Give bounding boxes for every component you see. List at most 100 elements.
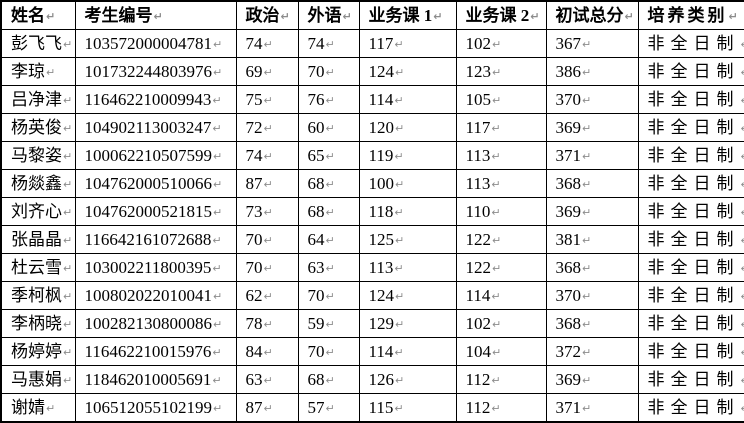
cell-text: 谢婧 (11, 398, 45, 417)
cell-text: 李柄晓 (11, 314, 62, 333)
cell-foreign: 64↵ (298, 226, 359, 254)
cell-text: 368 (556, 174, 582, 193)
cell-text: 118 (369, 202, 394, 221)
cell-name: 季柯枫↵ (1, 282, 75, 310)
cell-text: 110 (466, 202, 491, 221)
cell-id: 100282130800086↵ (75, 310, 236, 338)
cell-course2: 117↵ (456, 114, 546, 142)
cell-id: 106512055102199↵ (75, 394, 236, 423)
paragraph-mark-icon: ↵ (741, 39, 744, 50)
paragraph-mark-icon: ↵ (582, 263, 591, 274)
cell-text: 84 (246, 342, 263, 361)
cell-category: 非全日制↵ (638, 226, 744, 254)
paragraph-mark-icon: ↵ (582, 67, 591, 78)
paragraph-mark-icon: ↵ (582, 123, 591, 134)
paragraph-mark-icon: ↵ (326, 263, 335, 274)
paragraph-mark-icon: ↵ (530, 11, 539, 22)
paragraph-mark-icon: ↵ (264, 123, 273, 134)
cell-category: 非全日制↵ (638, 338, 744, 366)
cell-category: 非全日制↵ (638, 30, 744, 58)
paragraph-mark-icon: ↵ (326, 347, 335, 358)
paragraph-mark-icon: ↵ (264, 375, 273, 386)
cell-name: 马黎姿↵ (1, 142, 75, 170)
cell-text: 104762000521815 (85, 202, 213, 221)
paragraph-mark-icon: ↵ (264, 39, 273, 50)
paragraph-mark-icon: ↵ (213, 39, 222, 50)
paragraph-mark-icon: ↵ (326, 403, 335, 414)
paragraph-mark-icon: ↵ (63, 263, 72, 274)
cell-course1: 114↵ (359, 338, 456, 366)
cell-course1: 120↵ (359, 114, 456, 142)
cell-text: 87 (246, 398, 263, 417)
cell-text: 371 (556, 398, 582, 417)
cell-politics: 87↵ (236, 170, 298, 198)
table-row: 刘齐心↵104762000521815↵73↵68↵118↵110↵369↵非全… (1, 198, 744, 226)
paragraph-mark-icon: ↵ (264, 95, 273, 106)
cell-text: 74 (246, 34, 263, 53)
cell-text: 非全日制 (648, 314, 740, 333)
table-row: 彭飞飞↵103572000004781↵74↵74↵117↵102↵367↵非全… (1, 30, 744, 58)
paragraph-mark-icon: ↵ (326, 319, 335, 330)
cell-politics: 63↵ (236, 366, 298, 394)
paragraph-mark-icon: ↵ (492, 235, 501, 246)
paragraph-mark-icon: ↵ (741, 375, 744, 386)
cell-text: 113 (466, 174, 491, 193)
paragraph-mark-icon: ↵ (582, 39, 591, 50)
cell-id: 101732244803976↵ (75, 58, 236, 86)
cell-total: 371↵ (546, 142, 638, 170)
cell-text: 104762000510066 (85, 174, 213, 193)
paragraph-mark-icon: ↵ (491, 291, 500, 302)
cell-course1: 124↵ (359, 58, 456, 86)
cell-text: 76 (308, 90, 325, 109)
paragraph-mark-icon: ↵ (46, 403, 55, 414)
cell-text: 64 (308, 230, 325, 249)
cell-course2: 110↵ (456, 198, 546, 226)
paragraph-mark-icon: ↵ (212, 235, 221, 246)
table-row: 马惠娟↵118462010005691↵63↵68↵126↵112↵369↵非全… (1, 366, 744, 394)
paragraph-mark-icon: ↵ (492, 39, 501, 50)
paragraph-mark-icon: ↵ (741, 319, 744, 330)
cell-text: 彭飞飞 (11, 34, 62, 53)
cell-text: 114 (369, 342, 394, 361)
cell-text: 68 (308, 370, 325, 389)
cell-text: 119 (369, 146, 394, 165)
header-cell-name: 姓名↵ (1, 1, 75, 30)
cell-text: 367 (556, 34, 582, 53)
paragraph-mark-icon: ↵ (729, 11, 738, 22)
cell-total: 369↵ (546, 114, 638, 142)
cell-course1: 125↵ (359, 226, 456, 254)
cell-course2: 113↵ (456, 142, 546, 170)
cell-id: 103572000004781↵ (75, 30, 236, 58)
cell-text: 125 (369, 230, 395, 249)
cell-text: 74 (246, 146, 263, 165)
cell-text: 122 (466, 230, 492, 249)
cell-category: 非全日制↵ (638, 86, 744, 114)
cell-category: 非全日制↵ (638, 310, 744, 338)
paragraph-mark-icon: ↵ (264, 151, 273, 162)
cell-total: 368↵ (546, 310, 638, 338)
cell-text: 368 (556, 258, 582, 277)
cell-category: 非全日制↵ (638, 170, 744, 198)
paragraph-mark-icon: ↵ (582, 375, 591, 386)
paragraph-mark-icon: ↵ (326, 151, 335, 162)
cell-text: 113 (466, 146, 491, 165)
cell-course1: 129↵ (359, 310, 456, 338)
cell-text: 118462010005691 (85, 370, 212, 389)
paragraph-mark-icon: ↵ (326, 179, 335, 190)
paragraph-mark-icon: ↵ (63, 151, 72, 162)
cell-category: 非全日制↵ (638, 394, 744, 423)
cell-name: 彭飞飞↵ (1, 30, 75, 58)
cell-text: 70 (308, 286, 325, 305)
paragraph-mark-icon: ↵ (264, 319, 273, 330)
paragraph-mark-icon: ↵ (394, 347, 403, 358)
cell-total: 386↵ (546, 58, 638, 86)
paragraph-mark-icon: ↵ (394, 39, 403, 50)
header-label: 姓名 (11, 6, 45, 25)
paragraph-mark-icon: ↵ (582, 151, 591, 162)
paragraph-mark-icon: ↵ (212, 263, 221, 274)
paragraph-mark-icon: ↵ (281, 11, 290, 22)
paragraph-mark-icon: ↵ (394, 95, 403, 106)
paragraph-mark-icon: ↵ (582, 291, 591, 302)
cell-text: 非全日制 (648, 90, 740, 109)
paragraph-mark-icon: ↵ (213, 67, 222, 78)
